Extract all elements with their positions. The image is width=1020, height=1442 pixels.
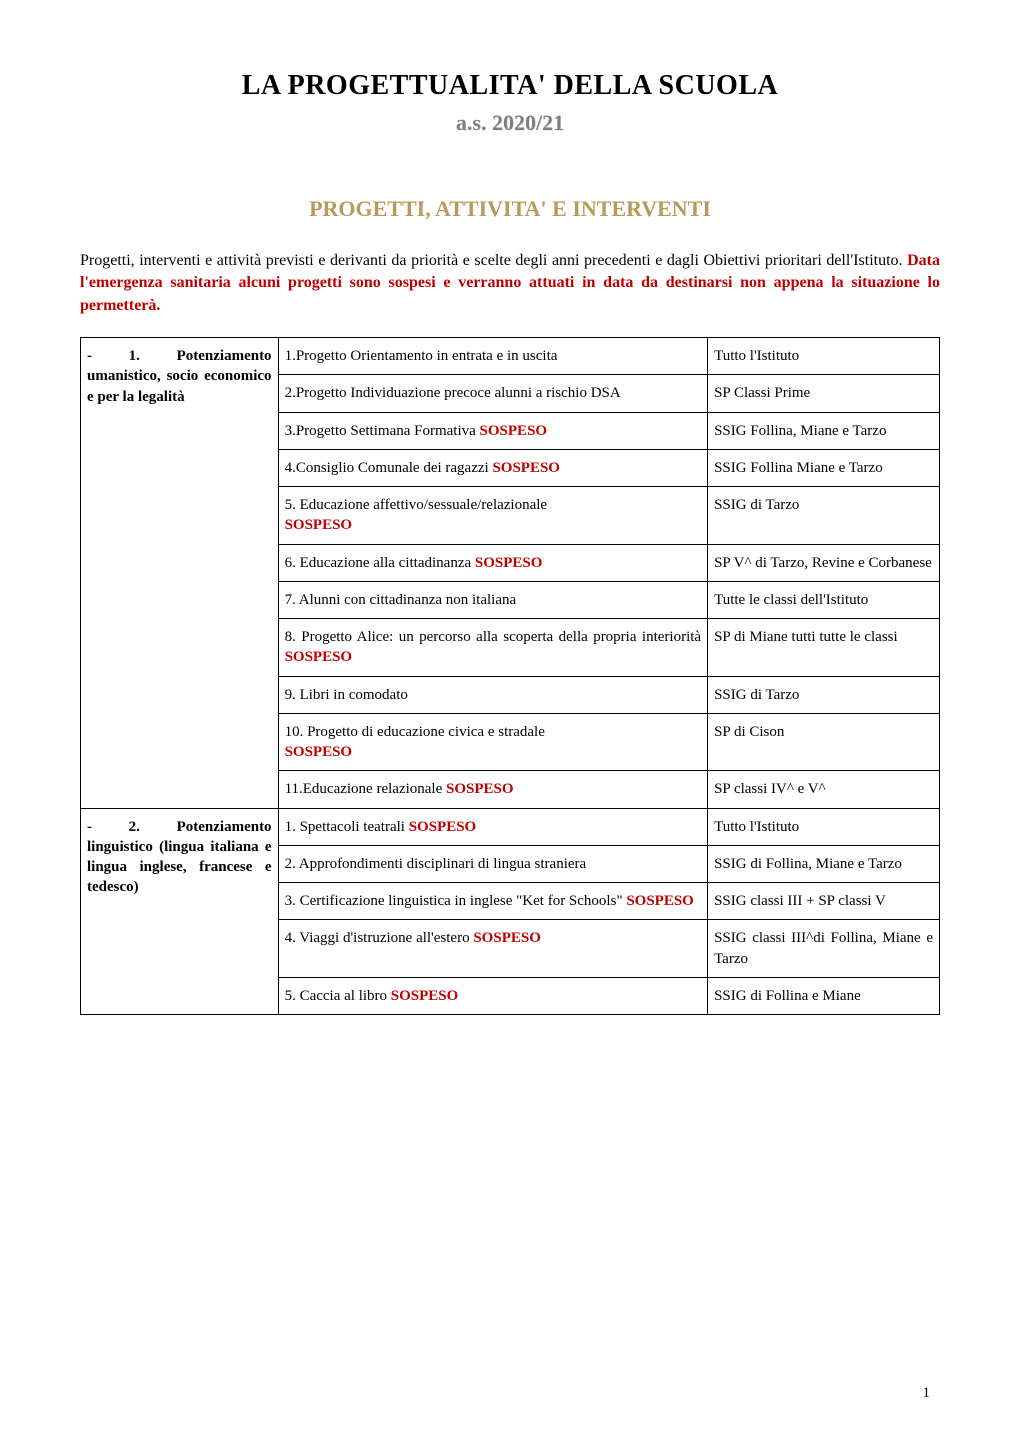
group-header-1: - 1. Potenziamento umanistico, socio eco…: [81, 338, 279, 809]
page-number: 1: [923, 1385, 931, 1402]
target-cell: SSIG di Follina e Miane: [708, 977, 940, 1014]
project-cell: 1. Spettacoli teatrali SOSPESO: [278, 808, 708, 845]
section-title: PROGETTI, ATTIVITA' E INTERVENTI: [80, 196, 940, 222]
project-cell: 7. Alunni con cittadinanza non italiana: [278, 581, 708, 618]
target-cell: SSIG Follina, Miane e Tarzo: [708, 412, 940, 449]
target-cell: SSIG classi III + SP classi V: [708, 883, 940, 920]
sospeso-label: SOSPESO: [480, 423, 548, 439]
project-cell: 6. Educazione alla cittadinanza SOSPESO: [278, 544, 708, 581]
project-cell: 3.Progetto Settimana Formativa SOSPESO: [278, 412, 708, 449]
target-cell: SSIG di Follina, Miane e Tarzo: [708, 845, 940, 882]
target-cell: SP classi IV^ e V^: [708, 771, 940, 808]
target-cell: SSIG Follina Miane e Tarzo: [708, 449, 940, 486]
target-cell: Tutte le classi dell'Istituto: [708, 581, 940, 618]
target-cell: Tutto l'Istituto: [708, 808, 940, 845]
project-cell: 9. Libri in comodato: [278, 676, 708, 713]
table-row: - 1. Potenziamento umanistico, socio eco…: [81, 338, 940, 375]
intro-paragraph: Progetti, interventi e attività previsti…: [80, 250, 940, 317]
sospeso-label: SOSPESO: [475, 555, 543, 571]
sospeso-label: SOSPESO: [285, 517, 353, 533]
target-cell: SP di Cison: [708, 713, 940, 771]
project-cell: 8. Progetto Alice: un percorso alla scop…: [278, 619, 708, 677]
project-cell: 5. Educazione affettivo/sessuale/relazio…: [278, 487, 708, 545]
main-title: LA PROGETTUALITA' DELLA SCUOLA: [80, 70, 940, 102]
target-cell: SP di Miane tutti tutte le classi: [708, 619, 940, 677]
project-cell: 4.Consiglio Comunale dei ragazzi SOSPESO: [278, 449, 708, 486]
project-cell: 10. Progetto di educazione civica e stra…: [278, 713, 708, 771]
project-cell: 4. Viaggi d'istruzione all'estero SOSPES…: [278, 920, 708, 978]
sospeso-label: SOSPESO: [391, 988, 459, 1004]
target-cell: SP V^ di Tarzo, Revine e Corbanese: [708, 544, 940, 581]
subtitle-year: a.s. 2020/21: [80, 110, 940, 136]
projects-table: - 1. Potenziamento umanistico, socio eco…: [80, 337, 940, 1015]
project-cell: 2.Progetto Individuazione precoce alunni…: [278, 375, 708, 412]
project-cell: 11.Educazione relazionale SOSPESO: [278, 771, 708, 808]
sospeso-label: SOSPESO: [446, 781, 514, 797]
table-row: - 2. Potenziamento linguistico (lingua i…: [81, 808, 940, 845]
sospeso-label: SOSPESO: [626, 893, 694, 909]
intro-black: Progetti, interventi e attività previsti…: [80, 252, 907, 269]
project-cell: 1.Progetto Orientamento in entrata e in …: [278, 338, 708, 375]
target-cell: SP Classi Prime: [708, 375, 940, 412]
sospeso-label: SOSPESO: [285, 649, 353, 665]
project-cell: 2. Approfondimenti disciplinari di lingu…: [278, 845, 708, 882]
project-cell: 5. Caccia al libro SOSPESO: [278, 977, 708, 1014]
target-cell: SSIG di Tarzo: [708, 487, 940, 545]
sospeso-label: SOSPESO: [492, 460, 560, 476]
target-cell: SSIG classi III^di Follina, Miane e Tarz…: [708, 920, 940, 978]
target-cell: Tutto l'Istituto: [708, 338, 940, 375]
target-cell: SSIG di Tarzo: [708, 676, 940, 713]
sospeso-label: SOSPESO: [409, 819, 477, 835]
group-header-2: - 2. Potenziamento linguistico (lingua i…: [81, 808, 279, 1015]
sospeso-label: SOSPESO: [473, 930, 541, 946]
project-cell: 3. Certificazione linguistica in inglese…: [278, 883, 708, 920]
sospeso-label: SOSPESO: [285, 744, 353, 760]
